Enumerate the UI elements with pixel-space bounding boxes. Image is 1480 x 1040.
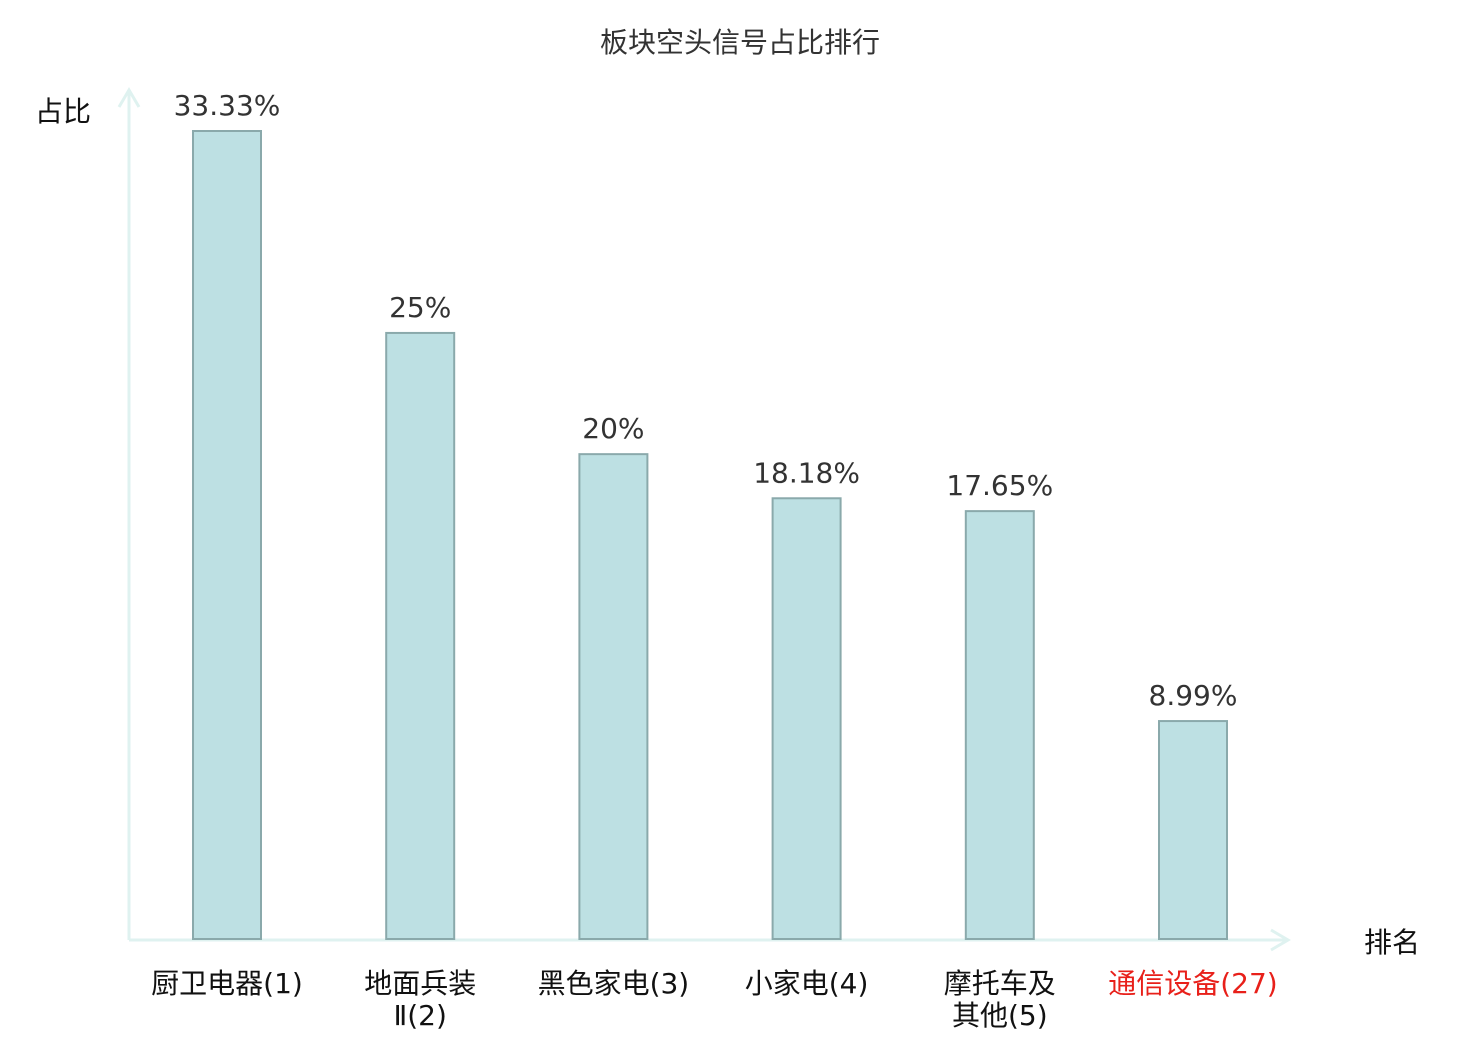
- bar: [1158, 720, 1228, 940]
- x-tick-label-line: 黑色家电(3): [538, 967, 690, 1000]
- x-axis: [129, 928, 1291, 952]
- x-tick-label: 摩托车及其他(5): [944, 967, 1056, 1032]
- x-tick-label: 小家电(4): [745, 967, 869, 1000]
- x-tick-label-line: Ⅱ(2): [393, 999, 446, 1032]
- data-label: 20%: [582, 412, 644, 445]
- chart-title: 板块空头信号占比排行: [600, 26, 880, 59]
- x-tick-label-line: 小家电(4): [745, 967, 869, 1000]
- data-label: 8.99%: [1149, 679, 1238, 712]
- bar: [192, 130, 262, 940]
- x-tick-label-line: 厨卫电器(1): [151, 967, 303, 1000]
- x-tick-label-line: 摩托车及: [944, 967, 1056, 1000]
- bar: [578, 453, 649, 940]
- data-label: 17.65%: [946, 469, 1053, 502]
- bar: [385, 331, 456, 940]
- x-tick-label-line: 通信设备(27): [1108, 967, 1277, 1000]
- y-axis-label: 占比: [35, 95, 91, 128]
- x-tick-label: 黑色家电(3): [538, 967, 690, 1000]
- y-axis: [117, 87, 141, 940]
- data-label: 18.18%: [753, 456, 860, 489]
- x-tick-label: 通信设备(27): [1108, 967, 1277, 1000]
- x-tick-label-line: 其他(5): [952, 999, 1048, 1032]
- bar: [964, 510, 1035, 940]
- x-tick-label: 厨卫电器(1): [151, 967, 303, 1000]
- bar: [771, 497, 842, 940]
- data-label: 33.33%: [174, 89, 281, 122]
- x-axis-label: 排名: [1364, 926, 1420, 959]
- x-tick-label-line: 地面兵装: [364, 967, 476, 1000]
- x-tick-label: 地面兵装 Ⅱ(2): [364, 967, 476, 1032]
- data-label: 25%: [389, 291, 451, 324]
